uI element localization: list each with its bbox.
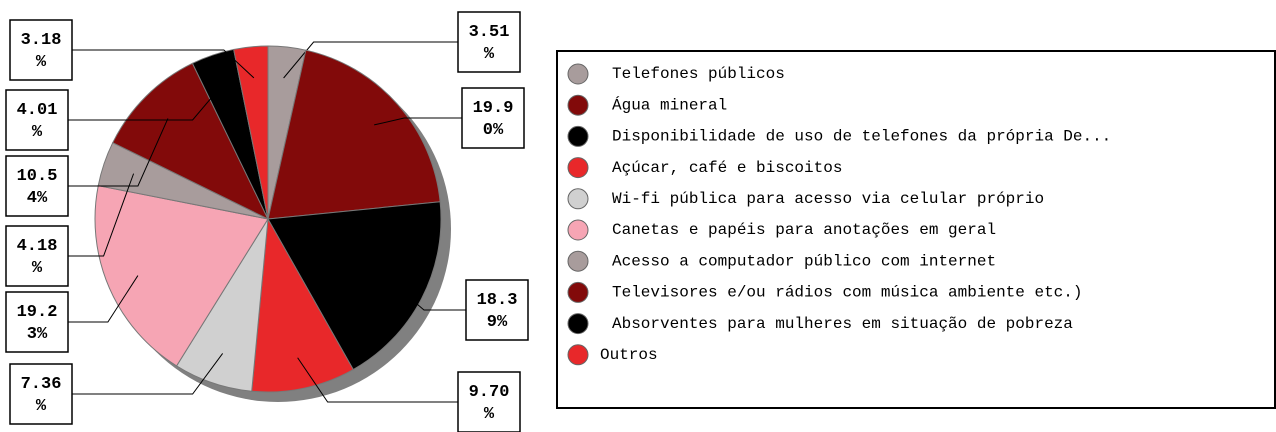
label-box xyxy=(457,11,521,73)
data-label: 18.3 9% xyxy=(477,291,518,332)
data-label: 4.01% xyxy=(17,101,58,142)
legend-marker xyxy=(567,281,589,303)
label-box xyxy=(5,155,69,217)
legend-marker xyxy=(567,219,589,241)
leader-line xyxy=(374,117,462,126)
label-box xyxy=(9,363,73,425)
pie-slice xyxy=(112,62,270,221)
leader-line xyxy=(283,41,458,79)
leader-line xyxy=(68,173,135,257)
label-box xyxy=(461,87,525,149)
legend-marker xyxy=(567,313,589,335)
pie-slice xyxy=(267,201,442,371)
data-label: 9.70% xyxy=(469,383,510,424)
label-box xyxy=(5,225,69,287)
data-label: 3.18% xyxy=(21,31,62,72)
legend-label: Absorventes para mulheres em situação de… xyxy=(612,315,1073,333)
pie-slice xyxy=(94,185,269,367)
label-box xyxy=(9,19,73,81)
legend-label: Açúcar, café e biscoitos xyxy=(612,159,842,177)
label-box xyxy=(457,371,521,432)
legend-marker xyxy=(567,188,589,210)
leader-line xyxy=(68,118,169,187)
leader-line xyxy=(68,84,223,121)
legend-label: Televisores e/ou rádios com música ambie… xyxy=(612,284,1082,302)
leader-line xyxy=(68,275,139,323)
legend-label: Água mineral xyxy=(612,95,727,114)
data-label: 10.5 4% xyxy=(17,167,58,208)
legend-marker xyxy=(567,63,589,85)
legend-marker xyxy=(567,157,589,179)
legend-marker xyxy=(567,94,589,116)
label-box xyxy=(465,279,529,341)
legend-label: Canetas e papéis para anotações em geral xyxy=(612,221,996,239)
legend-label: Disponibilidade de uso de telefones da p… xyxy=(612,128,1111,146)
pie-slice xyxy=(267,49,441,220)
legend-marker xyxy=(567,250,589,272)
legend-label: Acesso a computador público com internet xyxy=(612,252,996,270)
leader-line xyxy=(72,353,224,395)
legend-marker xyxy=(567,125,589,147)
legend-label: Telefones públicos xyxy=(612,65,785,83)
leader-line xyxy=(72,49,255,79)
pie-slice xyxy=(233,45,269,220)
leader-line xyxy=(297,357,458,403)
legend-box xyxy=(556,50,1276,409)
leader-line xyxy=(393,283,466,311)
label-box xyxy=(5,291,69,353)
data-label: 3.51% xyxy=(469,23,510,64)
data-label: 7.36% xyxy=(21,375,62,416)
legend-label: Wi-fi pública para acesso via celular pr… xyxy=(612,190,1044,208)
data-label: 19.2 3% xyxy=(17,303,58,344)
label-box xyxy=(5,89,69,151)
data-label: 19.9 0% xyxy=(473,99,514,140)
legend-label: Outros xyxy=(600,346,658,364)
pie-slice xyxy=(251,217,354,393)
legend-marker xyxy=(567,344,589,366)
data-label: 4.18% xyxy=(17,237,58,278)
